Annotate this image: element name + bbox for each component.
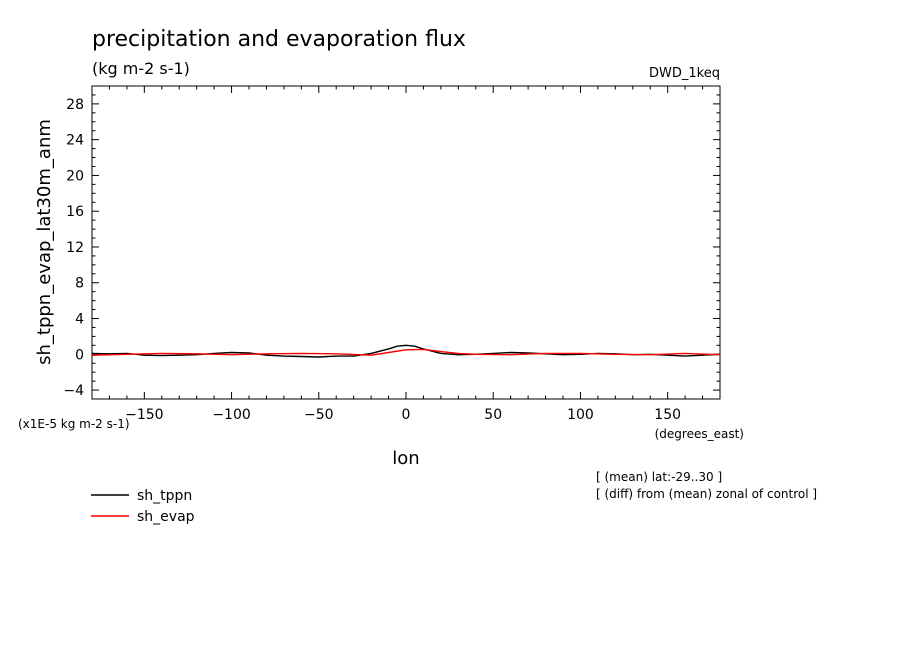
chart-title: precipitation and evaporation flux bbox=[92, 27, 466, 52]
series-line-sh-tppn bbox=[91, 344, 721, 358]
x-tick-label: −150 bbox=[125, 407, 163, 423]
legend-label-sh-tppn: sh_tppn bbox=[137, 488, 192, 504]
y-tick-label: 12 bbox=[66, 240, 84, 256]
y-tick-label: 28 bbox=[66, 97, 84, 113]
x-tick-label: 150 bbox=[654, 407, 681, 423]
note-diff: [ (diff) from (mean) zonal of control ] bbox=[596, 487, 817, 501]
y-tick-label: 8 bbox=[75, 276, 84, 292]
series-line-sh-evap bbox=[91, 348, 721, 356]
y-tick-label: 20 bbox=[66, 168, 84, 184]
legend-label-sh-evap: sh_evap bbox=[137, 509, 195, 525]
y-scale-note: (x1E-5 kg m-2 s-1) bbox=[18, 417, 130, 431]
note-lat-range: [ (mean) lat:-29..30 ] bbox=[596, 470, 722, 484]
x-tick-label: −100 bbox=[212, 407, 250, 423]
x-axis-label: lon bbox=[392, 448, 419, 469]
y-axis-ticks: −4 0 4 8 12 16 20 24 28 bbox=[63, 94, 720, 399]
chart-subtitle: (kg m-2 s-1) bbox=[92, 59, 190, 78]
x-tick-label: 0 bbox=[402, 407, 411, 423]
x-tick-label: 50 bbox=[484, 407, 502, 423]
y-tick-label: 24 bbox=[66, 133, 84, 149]
x-tick-label: 100 bbox=[567, 407, 594, 423]
y-tick-label: 0 bbox=[75, 347, 84, 363]
y-tick-label: 4 bbox=[75, 312, 84, 328]
y-tick-label: −4 bbox=[63, 383, 84, 399]
y-tick-label: 16 bbox=[66, 204, 84, 220]
x-tick-label: −50 bbox=[304, 407, 334, 423]
x-units: (degrees_east) bbox=[655, 427, 744, 441]
x-axis-ticks: −150 −100 −50 0 50 100 150 bbox=[108, 86, 704, 423]
series-group bbox=[91, 344, 721, 358]
plot-frame bbox=[91, 85, 721, 400]
model-label: DWD_1keq bbox=[649, 66, 720, 81]
legend: sh_tppn sh_evap bbox=[91, 488, 195, 525]
y-axis-label: sh_tppn_evap_lat30m_anm bbox=[34, 119, 55, 365]
